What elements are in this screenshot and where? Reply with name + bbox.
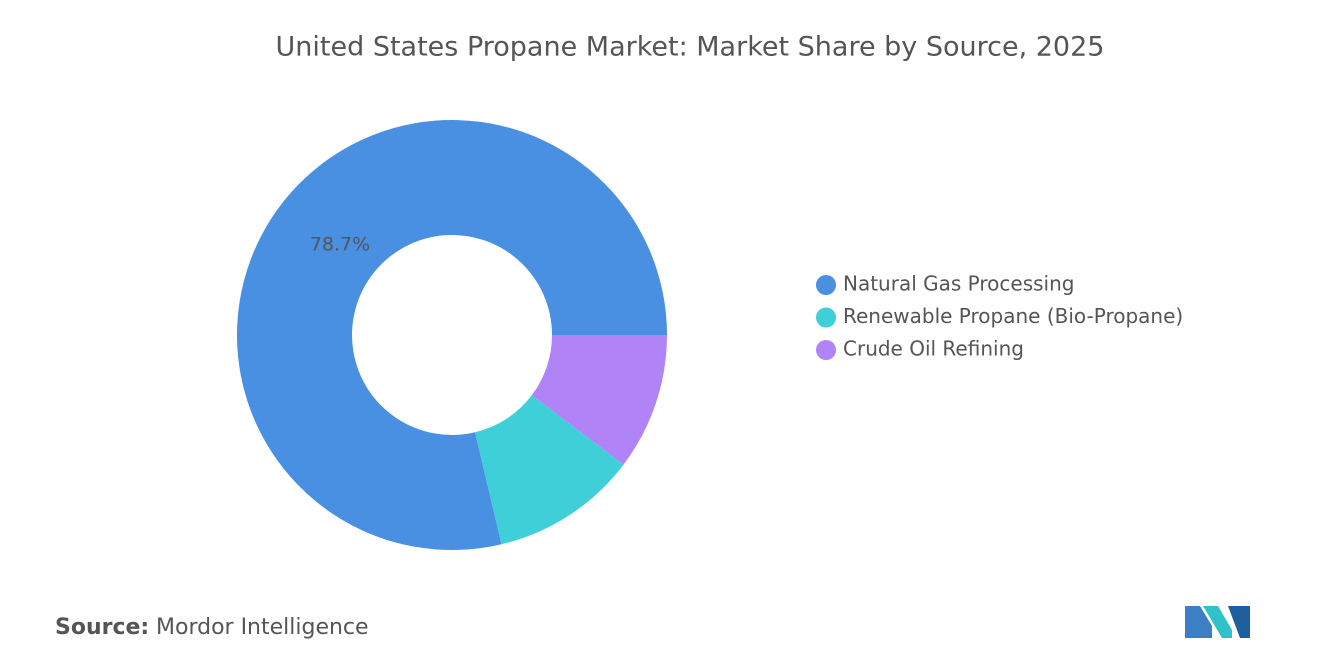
donut-slice <box>475 395 624 545</box>
legend-marker <box>816 275 836 295</box>
legend-label: Natural Gas Processing <box>843 272 1074 296</box>
chart-title: United States Propane Market: Market Sha… <box>276 32 1105 63</box>
source-text: Mordor Intelligence <box>156 615 369 640</box>
donut-slice <box>531 335 667 465</box>
logo <box>1185 606 1250 638</box>
legend-marker <box>816 307 836 328</box>
legend-marker <box>816 340 836 360</box>
source-label: Source: <box>55 615 149 640</box>
legend-label: Renewable Propane (Bio-Propane) <box>843 304 1183 328</box>
data-label: 78.7% <box>310 234 370 256</box>
legend-label: Crude Oil Refining <box>843 337 1024 361</box>
donut-slice <box>237 119 667 550</box>
